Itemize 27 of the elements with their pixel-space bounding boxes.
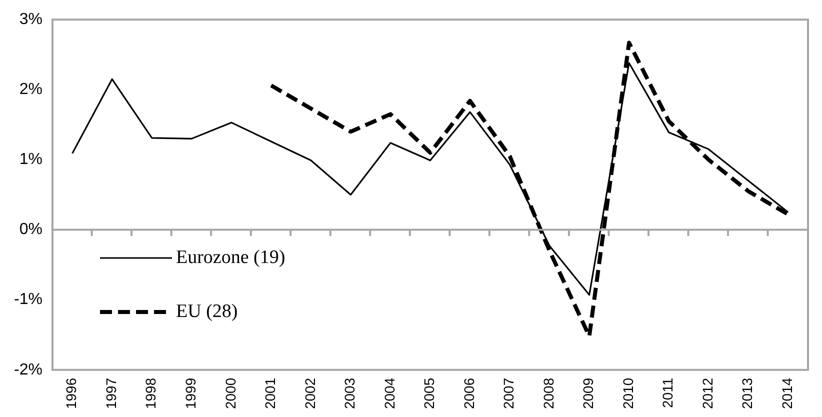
- x-tick-label: 2009: [580, 378, 596, 410]
- x-tick-label: 2008: [540, 378, 556, 410]
- y-tick-label: 0%: [19, 221, 42, 238]
- x-tick-label: 1997: [102, 378, 119, 410]
- x-tick-label: 2011: [660, 378, 676, 408]
- y-tick-label: 1%: [19, 151, 42, 168]
- x-tick-label: 2002: [302, 378, 318, 410]
- x-tick-label: 2001: [262, 378, 278, 410]
- y-tick-label: -2%: [14, 361, 42, 378]
- y-tick-label: -1%: [14, 291, 42, 308]
- y-tick-label: 3%: [19, 11, 42, 28]
- x-tick-label: 2012: [699, 378, 716, 410]
- x-tick-label: 2006: [460, 378, 477, 410]
- x-tick-label: 2004: [381, 378, 398, 410]
- legend-label: EU (28): [176, 301, 238, 323]
- y-tick-label: 2%: [19, 81, 42, 98]
- x-tick-label: 1999: [182, 378, 198, 410]
- x-tick-label: 2005: [421, 378, 438, 410]
- x-tick-label: 2010: [620, 378, 636, 410]
- legend-label: Eurozone (19): [176, 247, 286, 269]
- x-tick-label: 2013: [739, 378, 756, 410]
- x-tick-label: 2014: [778, 378, 795, 410]
- x-tick-label: 1998: [142, 378, 159, 410]
- x-tick-label: 2007: [500, 378, 517, 410]
- x-tick-label: 2000: [222, 378, 238, 410]
- x-tick-label: 1996: [63, 378, 80, 410]
- x-tick-label: 2003: [342, 378, 358, 410]
